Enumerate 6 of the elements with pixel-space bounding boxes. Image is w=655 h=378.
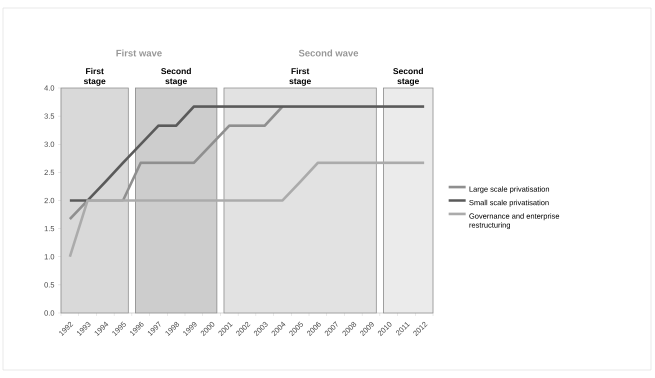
text: Second wave <box>298 50 358 56</box>
band-label: First stage <box>84 68 106 86</box>
band-label: Second stage <box>393 68 423 86</box>
band-label: First stage <box>289 68 311 86</box>
band-label: Second stage <box>161 68 191 86</box>
text: First wave <box>116 50 162 56</box>
